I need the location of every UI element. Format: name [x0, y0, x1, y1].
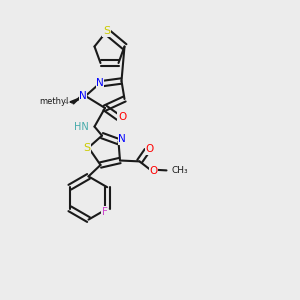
Text: N: N	[118, 134, 126, 144]
Text: S: S	[83, 142, 91, 153]
Text: CH₃: CH₃	[171, 166, 188, 175]
Text: methyl: methyl	[65, 101, 70, 103]
Text: N: N	[96, 77, 104, 88]
Text: O: O	[146, 144, 154, 154]
Text: O: O	[118, 112, 126, 122]
Text: O: O	[149, 166, 158, 176]
Text: HN: HN	[74, 122, 89, 132]
Text: methyl: methyl	[40, 98, 69, 106]
Text: F: F	[102, 207, 108, 217]
Text: S: S	[103, 26, 110, 37]
Text: N: N	[79, 91, 87, 101]
Text: methyl: methyl	[68, 104, 73, 106]
